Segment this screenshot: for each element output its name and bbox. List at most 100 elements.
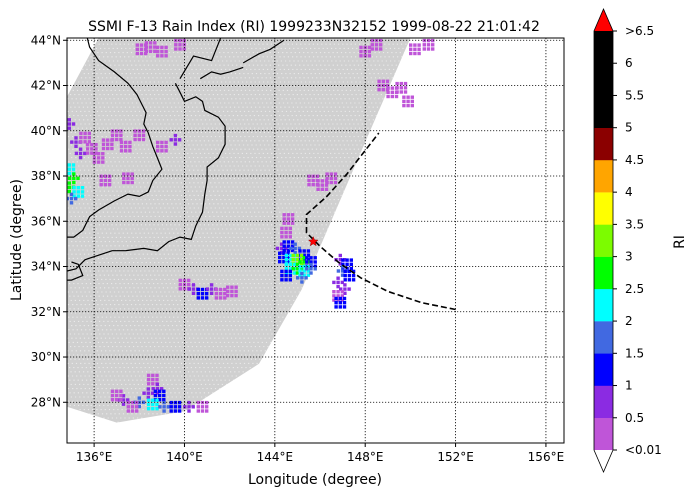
rain-pixel	[275, 246, 280, 251]
rain-pixel	[341, 258, 345, 262]
rain-pixel	[306, 253, 311, 257]
rain-pixel	[367, 49, 372, 54]
rain-pixel	[338, 296, 342, 301]
rain-pixel	[90, 147, 94, 151]
rain-pixel	[72, 180, 76, 185]
rain-pixel	[135, 43, 139, 47]
rain-pixel	[417, 51, 421, 56]
rain-pixel	[347, 278, 352, 282]
rain-pixel	[336, 276, 340, 280]
rain-pixel	[115, 389, 119, 393]
rain-pixel	[278, 255, 282, 260]
rain-pixel	[282, 248, 286, 253]
rain-pixel	[351, 278, 356, 282]
rain-pixel	[142, 391, 146, 395]
rain-pixel	[282, 213, 286, 217]
rain-pixel	[223, 287, 227, 292]
rain-pixel	[386, 90, 390, 94]
rain-pixel	[205, 400, 209, 405]
rain-pixel	[110, 389, 115, 393]
rain-pixel	[409, 43, 413, 47]
rain-cells	[67, 38, 435, 413]
rain-pixel	[92, 156, 97, 160]
rain-pixel	[124, 140, 128, 145]
colorbar-segment	[594, 31, 613, 64]
rain-pixel	[144, 45, 149, 49]
rain-pixel	[295, 271, 300, 275]
rain-pixel	[218, 287, 223, 292]
rain-pixel	[409, 51, 413, 56]
coastline	[179, 38, 222, 80]
rain-pixel	[367, 54, 372, 58]
rain-pixel	[338, 253, 342, 258]
rain-pixel	[126, 176, 130, 180]
rain-pixel	[306, 269, 311, 273]
colorbar-over-arrow	[594, 9, 613, 31]
rain-pixel	[169, 400, 173, 405]
rain-pixel	[422, 47, 426, 51]
colorbar-segment	[594, 385, 613, 418]
rain-pixel	[151, 398, 155, 402]
rain-pixel	[413, 43, 417, 47]
rain-pixel	[128, 140, 132, 145]
rain-pixel	[214, 287, 219, 292]
rain-pixel	[284, 273, 288, 278]
rain-pixel	[146, 398, 151, 402]
rain-pixel	[403, 86, 408, 90]
rain-pixel	[164, 45, 168, 50]
rain-pixel	[183, 405, 187, 409]
rain-pixel	[340, 269, 345, 273]
rain-pixel	[278, 260, 282, 264]
rain-pixel	[126, 409, 130, 413]
rain-pixel	[406, 95, 410, 99]
colorbar-segment	[594, 159, 613, 193]
rain-pixel	[126, 172, 130, 176]
rain-pixel	[284, 235, 288, 239]
rain-pixel	[309, 262, 313, 267]
rain-pixel	[101, 152, 105, 156]
rain-pixel	[426, 38, 431, 43]
rain-pixel	[417, 47, 421, 51]
rain-pixel	[74, 196, 78, 201]
rain-pixel	[124, 149, 128, 153]
rain-pixel	[71, 122, 76, 126]
rain-pixel	[290, 244, 295, 248]
colorbar-tick-label: <0.01	[625, 443, 662, 457]
rain-pixel	[395, 86, 399, 90]
rain-pixel	[67, 167, 71, 171]
rain-pixel	[410, 95, 414, 99]
colorbar-segment	[594, 256, 613, 290]
rain-pixel	[343, 291, 347, 295]
colorbar-segment	[594, 224, 613, 257]
rain-pixel	[164, 54, 168, 58]
rain-pixel	[286, 217, 291, 221]
rain-pixel	[115, 393, 119, 398]
rain-pixel	[90, 143, 94, 147]
rain-pixel	[288, 230, 292, 235]
rain-pixel	[280, 269, 284, 274]
rain-pixel	[178, 43, 182, 47]
rain-pixel	[141, 137, 146, 142]
rain-pixel	[342, 305, 347, 309]
rain-pixel	[169, 409, 173, 413]
rain-pixel	[299, 262, 304, 266]
coastline	[67, 83, 226, 272]
rain-pixel	[309, 260, 313, 264]
rain-pixel	[410, 99, 414, 104]
y-tick-label: 36°N	[31, 214, 61, 228]
rain-pixel	[157, 398, 162, 402]
rain-pixel	[306, 249, 311, 253]
rain-pixel	[291, 253, 295, 258]
rain-pixel	[282, 240, 286, 244]
rain-pixel	[286, 255, 290, 260]
rain-pixel	[130, 180, 134, 185]
rain-pixel	[290, 221, 295, 225]
coastline	[67, 261, 84, 281]
rain-pixel	[280, 278, 284, 282]
rain-pixel	[72, 190, 76, 194]
rain-pixel	[92, 152, 97, 156]
rain-pixel	[288, 258, 293, 262]
rain-pixel	[288, 267, 293, 271]
rain-pixel	[351, 269, 356, 274]
rain-pixel	[226, 289, 230, 294]
